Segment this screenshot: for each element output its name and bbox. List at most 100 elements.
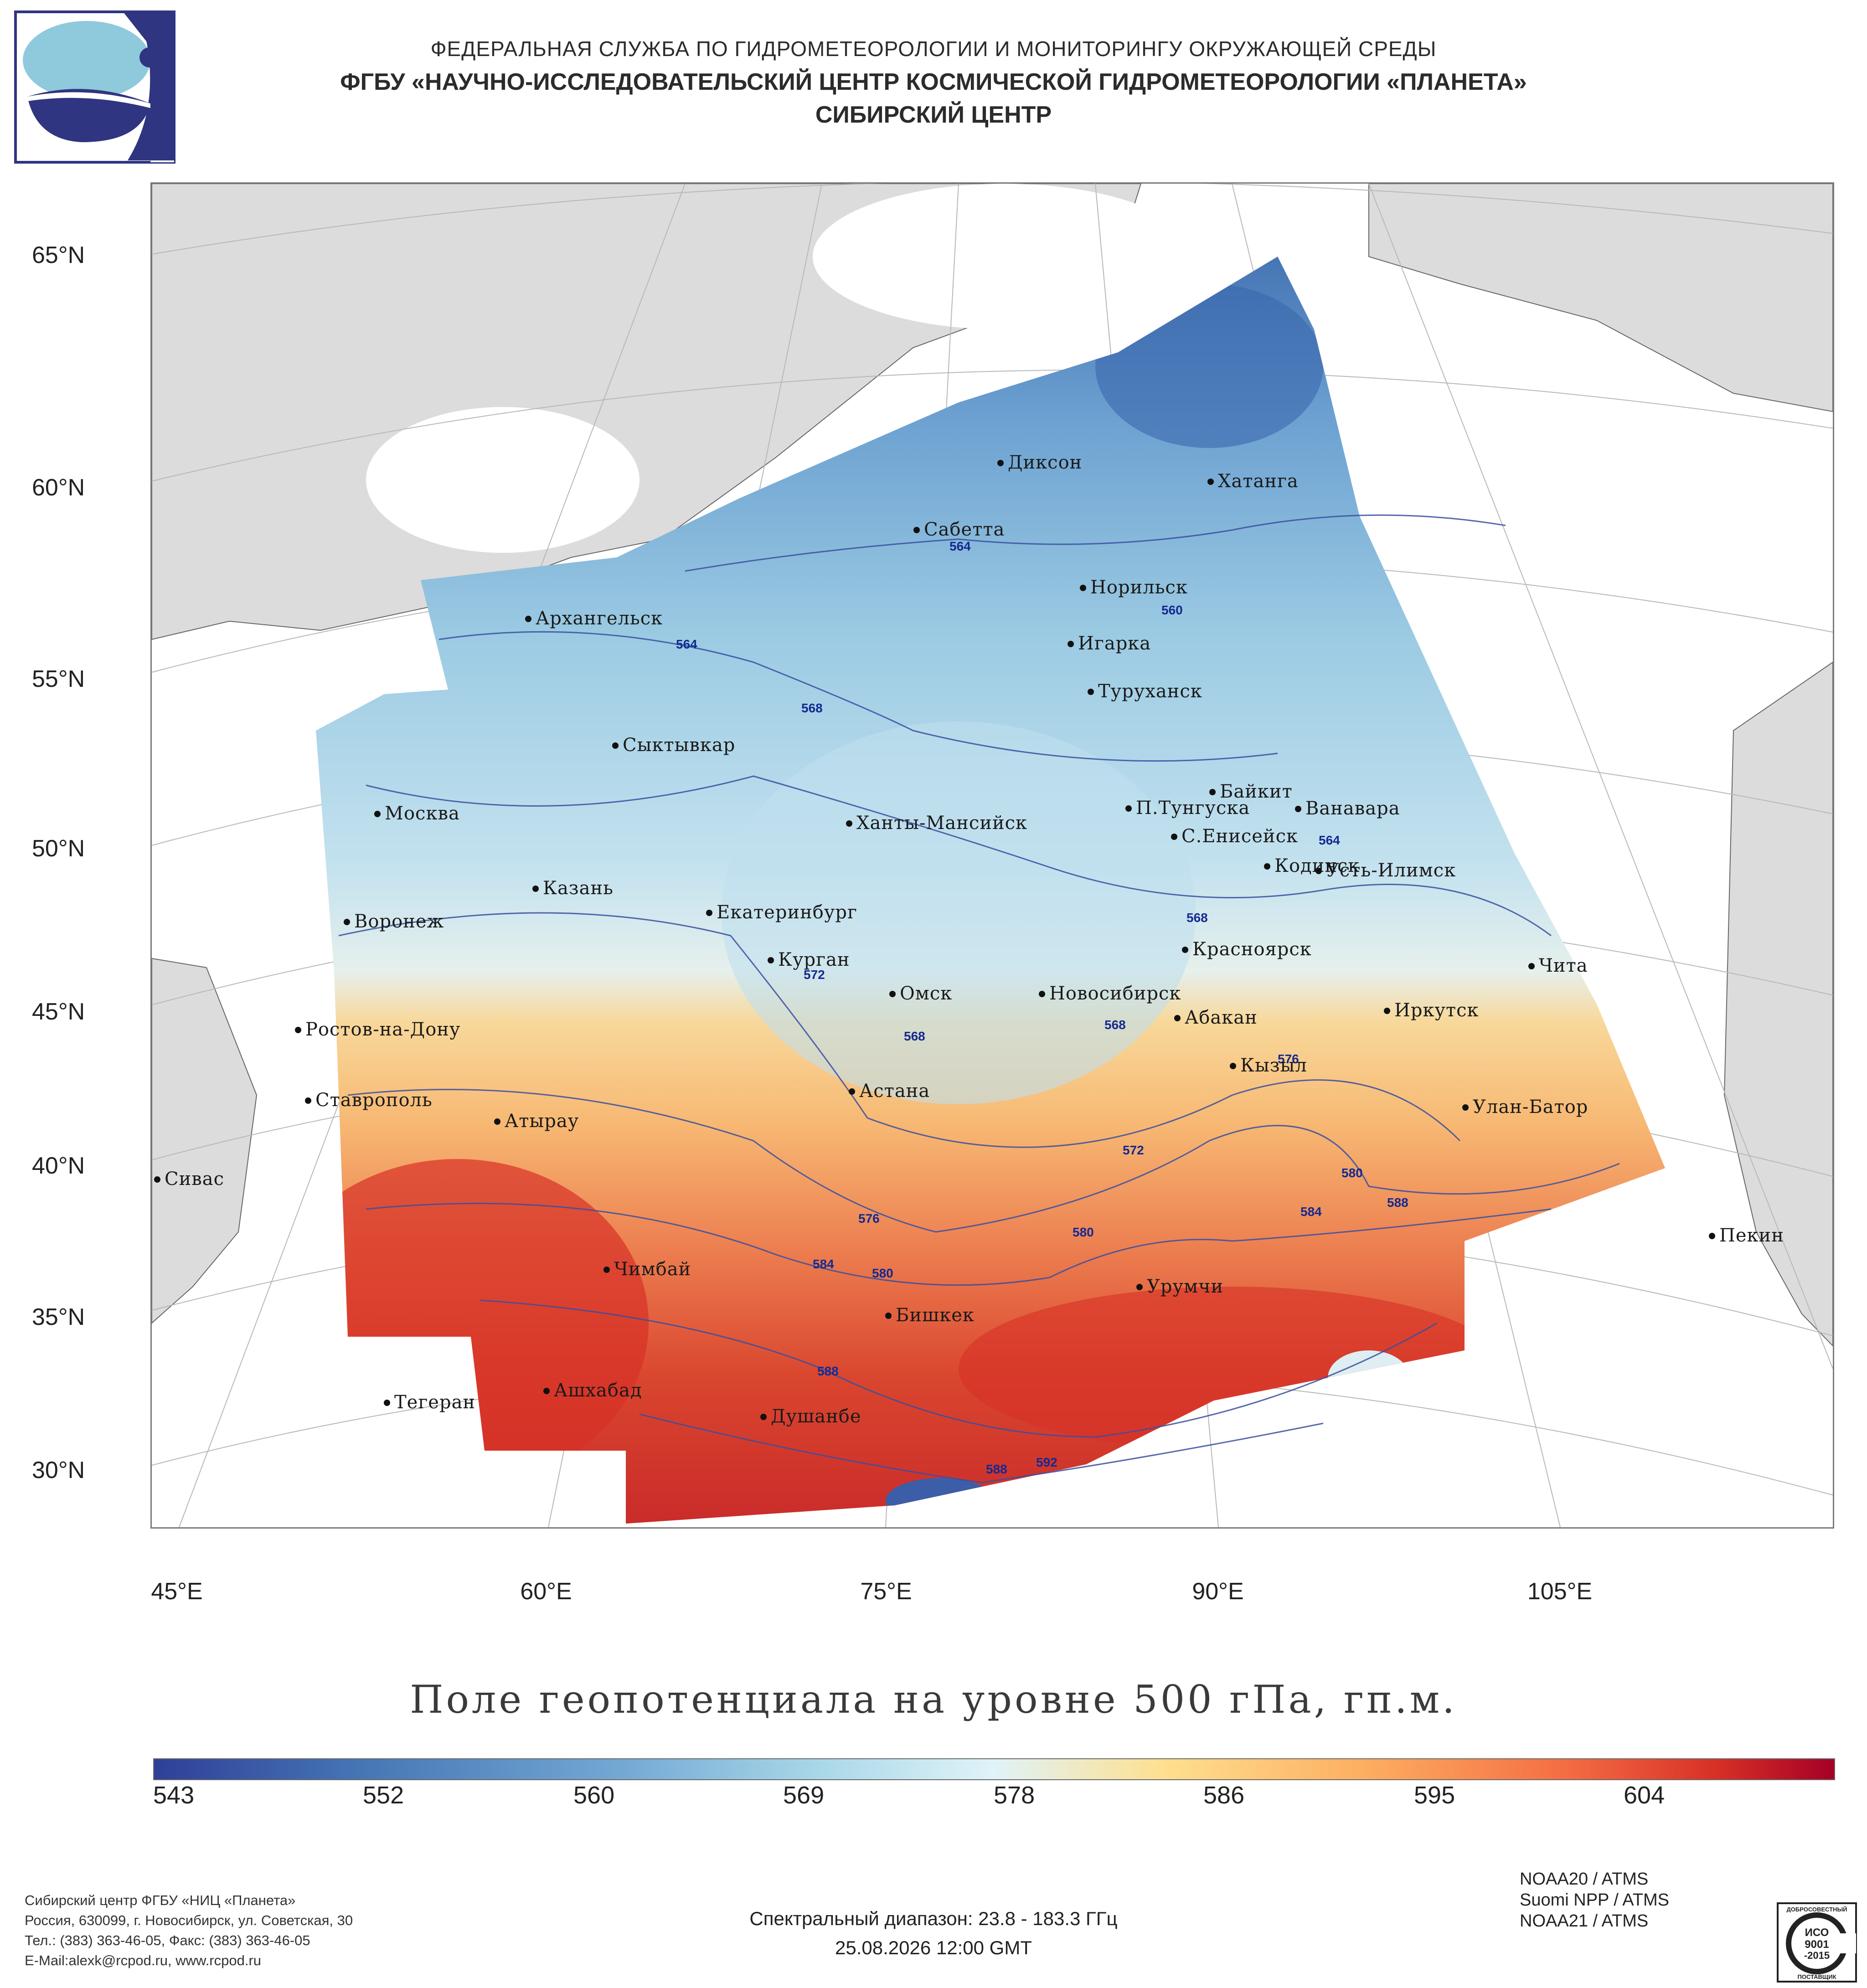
- city-khatanga: Хатанга: [1218, 471, 1299, 492]
- city-astana: Астана: [859, 1081, 930, 1102]
- city-igarka: Игарка: [1078, 633, 1151, 654]
- seas: [366, 184, 1196, 553]
- map-canvas: 564 564 560 568 564 568 568 572 568 572 …: [152, 184, 1833, 1527]
- city-markers: Диксон Хатанга Сабетта Норильск Архангел…: [154, 452, 1784, 1427]
- city-syktyvkar: Сыктывкар: [623, 735, 735, 756]
- city-atyrau: Атырау: [505, 1111, 579, 1132]
- isohypse-labels: 564 564 560 568 564 568 568 572 568 572 …: [676, 539, 1408, 1476]
- lat-label-40: 40°N: [32, 1153, 85, 1179]
- city-ulan-bator: Улан-Батор: [1473, 1097, 1588, 1118]
- contour-label: 588: [817, 1364, 839, 1378]
- city-ashkhabad: Ашхабад: [554, 1380, 642, 1401]
- colorbar-tick-569: 569: [783, 1782, 825, 1809]
- cert-top-text: ДОБРОСОВЕСТНЫЙ: [1786, 1906, 1847, 1913]
- contour-label: 560: [1161, 603, 1183, 617]
- city-baykit: Байкит: [1220, 781, 1293, 802]
- lat-label-65: 65°N: [32, 242, 85, 268]
- city-novosibirsk: Новосибирск: [1049, 983, 1181, 1004]
- lon-label-60: 60°E: [520, 1578, 572, 1605]
- colorbar-tick-586: 586: [1203, 1782, 1245, 1809]
- lon-label-105: 105°E: [1527, 1578, 1593, 1605]
- city-kurgan: Курган: [778, 949, 850, 970]
- field-title: Поле геопотенциала на уровне 500 гПа, гп…: [410, 1677, 1457, 1722]
- city-kazan: Казань: [543, 878, 614, 899]
- org-name: Сибирский центр ФГБУ «НИЦ «Планета»: [25, 1892, 296, 1908]
- city-bishkek: Бишкек: [896, 1305, 975, 1326]
- contour-label: 564: [1319, 833, 1340, 847]
- header-institute: ФГБУ «НАУЧНО-ИССЛЕДОВАТЕЛЬСКИЙ ЦЕНТР КОС…: [340, 69, 1527, 95]
- lat-label-45: 45°N: [32, 999, 85, 1025]
- city-arkhangelsk: Архангельск: [536, 608, 663, 629]
- city-irkutsk: Иркутск: [1394, 1000, 1479, 1021]
- spectral-range: Спектральный диапазон: 23.8 - 183.3 ГГц: [749, 1908, 1118, 1929]
- city-khanty-mansiysk: Ханты-Мансийск: [856, 813, 1027, 834]
- city-turukhansk: Туруханск: [1098, 681, 1202, 702]
- colorbar-tick-552: 552: [363, 1782, 404, 1809]
- city-krasnoyarsk: Красноярск: [1192, 939, 1312, 960]
- contour-label: 584: [1300, 1205, 1322, 1219]
- city-ekaterinburg: Екатеринбург: [717, 902, 857, 923]
- city-urumchi: Урумчи: [1147, 1276, 1223, 1297]
- city-p-tunguska: П.Тунгуска: [1136, 798, 1250, 819]
- city-pekin: Пекин: [1719, 1225, 1784, 1246]
- city-stavropol: Ставрополь: [315, 1090, 433, 1111]
- observation-datetime: 25.08.2026 12:00 GMT: [835, 1937, 1032, 1958]
- cert-number-text: 9001: [1805, 1938, 1829, 1951]
- city-norilsk: Норильск: [1090, 577, 1188, 598]
- city-dikson: Диксон: [1008, 452, 1082, 473]
- instrument-noaa21: NOAA21 / ATMS: [1520, 1911, 1649, 1931]
- header-center: СИБИРСКИЙ ЦЕНТР: [815, 102, 1052, 128]
- instrument-suomi-npp: Suomi NPP / ATMS: [1520, 1890, 1670, 1910]
- lat-label-55: 55°N: [32, 666, 85, 692]
- city-moskva: Москва: [385, 803, 460, 824]
- geopotential-map: 564 564 560 568 564 568 568 572 568 572 …: [150, 182, 1834, 1529]
- lon-label-45: 45°E: [151, 1578, 203, 1605]
- cert-year-text: -2015: [1804, 1950, 1830, 1961]
- colorbar-tick-560: 560: [573, 1782, 615, 1809]
- planeta-logo: [14, 10, 175, 164]
- contour-label: 568: [1104, 1018, 1126, 1032]
- city-omsk: Омск: [900, 983, 952, 1004]
- lat-label-35: 35°N: [32, 1304, 85, 1330]
- city-abakan: Абакан: [1185, 1007, 1258, 1028]
- contour-label: 592: [1036, 1455, 1057, 1469]
- lat-label-60: 60°N: [32, 474, 85, 501]
- city-s-eniseysk: С.Енисейск: [1181, 826, 1298, 847]
- lon-label-90: 90°E: [1192, 1578, 1244, 1605]
- city-sivas: Сивас: [165, 1169, 224, 1190]
- contour-label: 580: [1341, 1166, 1363, 1180]
- contour-label: 580: [872, 1266, 893, 1280]
- org-phone: Тел.: (383) 363-46-05, Факс: (383) 363-4…: [25, 1932, 310, 1948]
- contour-label: 564: [949, 539, 971, 553]
- city-rostov-na-donu: Ростов-на-Дону: [305, 1019, 460, 1040]
- footer-instruments: NOAA20 / ATMS Suomi NPP / ATMS NOAA21 / …: [1520, 1869, 1669, 1931]
- header-agency: ФЕДЕРАЛЬНАЯ СЛУЖБА ПО ГИДРОМЕТЕОРОЛОГИИ …: [430, 37, 1437, 61]
- lon-label-75: 75°E: [860, 1578, 912, 1605]
- colorbar: [153, 1758, 1835, 1780]
- colorbar-tick-578: 578: [994, 1782, 1035, 1809]
- contour-label: 568: [1186, 911, 1208, 925]
- instrument-noaa20: NOAA20 / ATMS: [1520, 1870, 1649, 1889]
- footer-product-info: Спектральный диапазон: 23.8 - 183.3 ГГц …: [0, 1904, 1867, 1962]
- iso-certificate-badge: ДОБРОСОВЕСТНЫЙ ИСО 9001 -2015 ПОСТАВЩИК: [1777, 1902, 1857, 1983]
- contour-label: 572: [804, 968, 825, 982]
- lat-label-30: 30°N: [32, 1457, 85, 1483]
- city-chimbay: Чимбай: [614, 1259, 691, 1280]
- contour-label: 580: [1073, 1225, 1094, 1239]
- city-sabetta: Сабетта: [924, 519, 1005, 540]
- city-voronezh: Воронеж: [354, 911, 444, 932]
- contour-label: 584: [813, 1257, 834, 1271]
- city-dushanbe: Душанбе: [771, 1406, 861, 1427]
- org-contacts: E-Mail:alexk@rcpod.ru, www.rcpod.ru: [25, 1952, 262, 1968]
- city-kyzyl: Кызыл: [1240, 1055, 1307, 1076]
- colorbar-tick-595: 595: [1414, 1782, 1455, 1809]
- contour-label: 568: [904, 1029, 925, 1043]
- city-chita: Чита: [1539, 955, 1588, 976]
- colorbar-tick-604: 604: [1624, 1782, 1665, 1809]
- city-vanavara: Ванавара: [1305, 798, 1400, 819]
- contour-label: 572: [1123, 1143, 1144, 1157]
- city-tegeran: Тегеран: [394, 1392, 475, 1413]
- contour-label: 576: [1278, 1052, 1299, 1066]
- org-address: Россия, 630099, г. Новосибирск, ул. Сове…: [25, 1912, 353, 1928]
- colorbar-tick-543: 543: [153, 1782, 195, 1809]
